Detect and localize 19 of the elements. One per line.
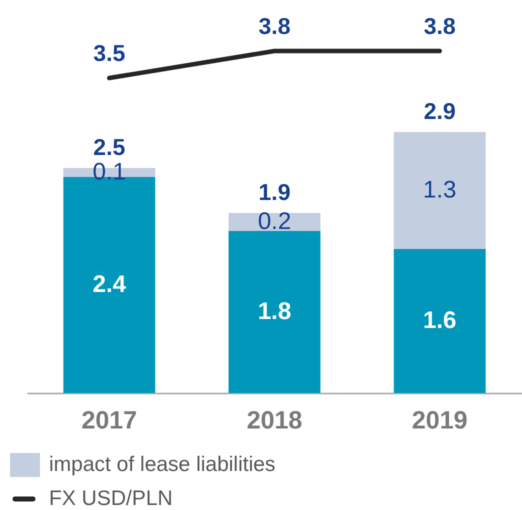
bar [394, 132, 486, 249]
x-tick-label: 2019 [412, 406, 468, 434]
total-label: 2.5 [93, 134, 126, 160]
bar [228, 231, 320, 393]
data-label: 2.4 [92, 271, 127, 298]
x-tick-label: 2017 [81, 406, 138, 434]
data-label: 1.8 [258, 298, 292, 325]
data-label: 0.2 [258, 208, 292, 235]
total-label: 1.9 [258, 179, 290, 205]
data-label: 3.8 [424, 13, 456, 39]
total-label: 2.9 [424, 98, 456, 124]
data-label: 1.3 [423, 176, 456, 204]
data-label: 3.5 [93, 40, 126, 66]
x-tick-label: 2018 [246, 406, 302, 434]
data-label: 3.8 [258, 13, 291, 39]
bar [394, 249, 486, 393]
legend-label: FX USD/PLN [49, 487, 173, 510]
legend-label: impact of lease liabilities [49, 453, 276, 476]
data-label: 1.6 [423, 307, 456, 334]
